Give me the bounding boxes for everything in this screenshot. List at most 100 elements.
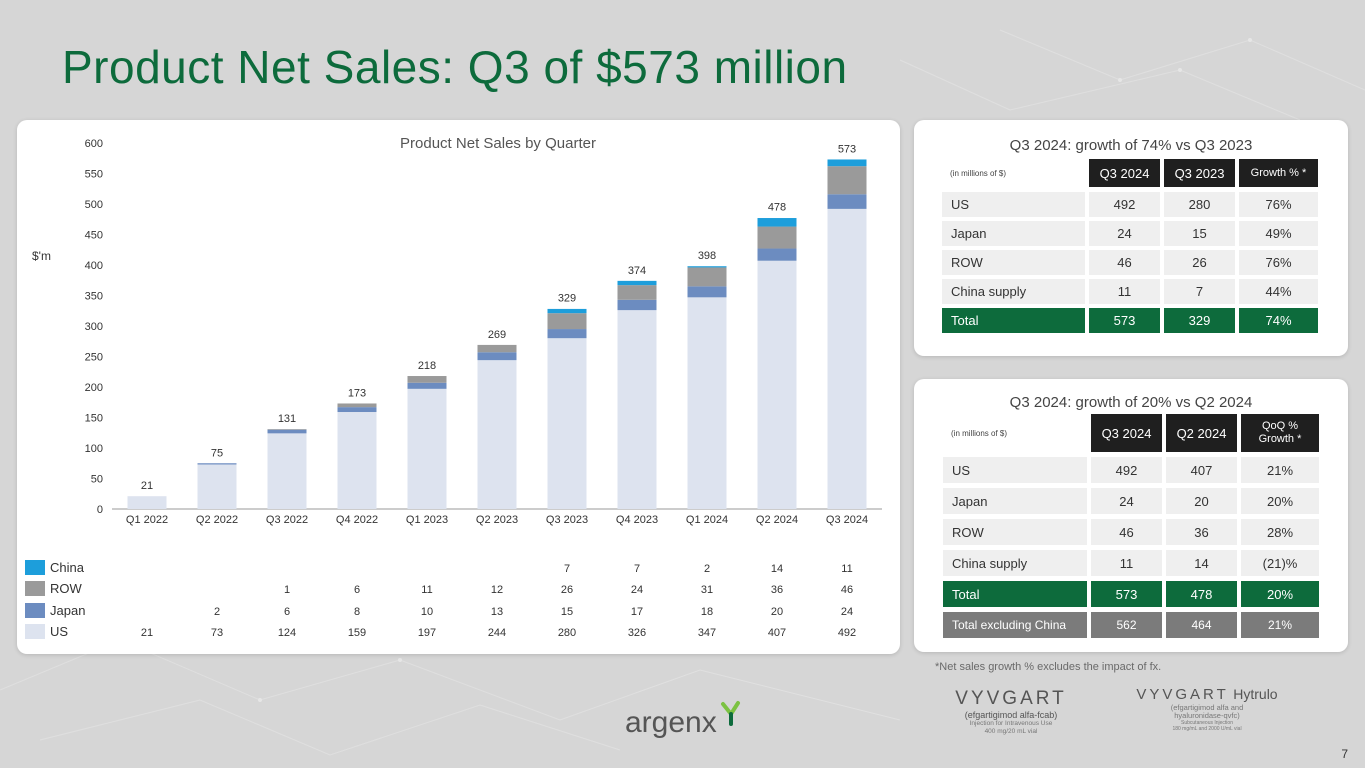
data-table-value-us: 73	[211, 627, 223, 639]
data-table-value-us: 326	[628, 627, 646, 639]
legend-swatch-china	[25, 560, 45, 575]
qoq-cell-c: 20%	[1241, 488, 1319, 514]
y-tick-label: 350	[85, 291, 103, 303]
vyvgart-wordmark: VYVGART	[955, 688, 1067, 709]
qoq-table-note: (in millions of $)	[951, 428, 1008, 438]
vyvgart-hytrulo-logo: VYVGART Hytrulo (efgartigimod alfa and h…	[1122, 686, 1292, 744]
qoq-cell-label: Total	[943, 581, 1087, 607]
yoy-header-growth: Growth % *	[1239, 159, 1318, 187]
bar-segment-china	[617, 280, 657, 286]
yoy-header-q3-2023: Q3 2023	[1164, 159, 1235, 187]
qoq-cell-b: 407	[1166, 457, 1237, 483]
qoq-header-growth: QoQ % Growth *	[1241, 414, 1319, 452]
hytrulo-detail-2: 180 mg/mL and 2000 U/mL vial	[1172, 726, 1242, 732]
data-table-value-japan: 8	[354, 606, 360, 618]
qoq-header-growth-line1: QoQ %	[1261, 420, 1299, 432]
qoq-cell-b: 14	[1166, 550, 1237, 576]
bar-segment-japan	[687, 286, 727, 298]
data-table-value-china: 14	[771, 563, 783, 575]
bar-segment-us	[617, 310, 657, 509]
y-tick-label: 400	[85, 260, 103, 272]
y-tick-label: 100	[85, 443, 103, 455]
bar-segment-japan	[407, 382, 447, 389]
qoq-cell-c: 21%	[1241, 612, 1319, 638]
bar-segment-china	[547, 308, 587, 314]
hytrulo-detail-1: Subcutaneous Injection	[1181, 720, 1233, 726]
y-tick-label: 0	[97, 504, 103, 516]
y-tick-label: 550	[85, 169, 103, 181]
bar-segment-us	[127, 496, 167, 509]
legend-swatch-row	[25, 581, 45, 596]
yoy-cell-label: ROW	[942, 250, 1085, 275]
yoy-cell-a: 573	[1089, 308, 1160, 333]
x-tick-label: Q1 2024	[686, 514, 728, 526]
y-tick-label: 450	[85, 230, 103, 242]
qoq-cell-a: 492	[1091, 457, 1162, 483]
y-tick-label: 150	[85, 413, 103, 425]
yoy-cell-c: 74%	[1239, 308, 1318, 333]
yoy-cell-c: 76%	[1239, 250, 1318, 275]
page-number: 7	[1341, 747, 1348, 761]
hytrulo-wordmark-vyvgart: VYVGART	[1136, 686, 1229, 703]
data-table-value-japan: 20	[771, 606, 783, 618]
x-tick-label: Q2 2023	[476, 514, 518, 526]
legend-label-japan: Japan	[50, 603, 85, 618]
bar-segment-us	[827, 208, 867, 509]
yoy-cell-a: 24	[1089, 221, 1160, 246]
legend-swatch-japan	[25, 603, 45, 618]
footnote: *Net sales growth % excludes the impact …	[935, 661, 1162, 673]
data-table-value-japan: 15	[561, 606, 573, 618]
bar-segment-japan	[477, 352, 517, 361]
yoy-cell-c: 76%	[1239, 192, 1318, 217]
data-table-value-row: 26	[561, 584, 573, 596]
qoq-cell-b: 478	[1166, 581, 1237, 607]
qoq-cell-label: US	[943, 457, 1087, 483]
x-tick-label: Q2 2022	[196, 514, 238, 526]
qoq-cell-a: 573	[1091, 581, 1162, 607]
data-table-value-row: 1	[284, 584, 290, 596]
data-table-value-japan: 24	[841, 606, 853, 618]
data-table-value-china: 2	[704, 563, 710, 575]
vyvgart-generic-name: (efgartigimod alfa-fcab)	[964, 710, 1058, 720]
yoy-cell-b: 280	[1164, 192, 1235, 217]
data-table-value-us: 197	[418, 627, 436, 639]
y-axis-label: $'m	[32, 249, 51, 263]
data-table-value-row: 6	[354, 584, 360, 596]
bar-segment-row	[337, 403, 377, 408]
data-table-value-china: 7	[564, 563, 570, 575]
qoq-cell-a: 11	[1091, 550, 1162, 576]
qoq-header-q2-2024: Q2 2024	[1166, 414, 1237, 452]
bar-total-label: 131	[278, 413, 296, 425]
bar-segment-us	[337, 412, 377, 509]
qoq-cell-a: 24	[1091, 488, 1162, 514]
qoq-cell-c: 28%	[1241, 519, 1319, 545]
legend-label-us: US	[50, 624, 68, 639]
legend-label-row: ROW	[50, 581, 83, 596]
bar-segment-row	[407, 376, 447, 383]
y-tick-label: 200	[85, 382, 103, 394]
vyvgart-logo: VYVGART (efgartigimod alfa-fcab) Injecti…	[947, 688, 1075, 736]
hytrulo-generic-2: hyaluronidase-qvfc)	[1174, 711, 1240, 720]
yoy-cell-b: 329	[1164, 308, 1235, 333]
bar-segment-row	[617, 285, 657, 300]
bar-segment-japan	[757, 248, 797, 261]
hytrulo-generic-1: (efgartigimod alfa and	[1170, 703, 1244, 712]
chart-card: Product Net Sales by Quarter $'m 0 50 100 150…	[17, 120, 900, 654]
data-table-value-china: 11	[841, 563, 852, 575]
qoq-cell-c: 21%	[1241, 457, 1319, 483]
data-table-value-row: 31	[701, 584, 713, 596]
yoy-cell-label: Total	[942, 308, 1085, 333]
bar-total-label: 573	[838, 143, 856, 155]
yoy-cell-a: 492	[1089, 192, 1160, 217]
legend-swatch-us	[25, 624, 45, 639]
data-table-value-japan: 2	[214, 606, 220, 618]
bar-segment-japan	[197, 463, 237, 465]
bar-total-label: 329	[558, 292, 576, 304]
bar-segment-japan	[547, 329, 587, 339]
y-tick-label: 250	[85, 352, 103, 364]
bar-segment-us	[407, 388, 447, 509]
x-tick-label: Q1 2022	[126, 514, 168, 526]
yoy-cell-a: 11	[1089, 279, 1160, 304]
bar-segment-china	[757, 218, 797, 227]
data-table-value-us: 407	[768, 627, 786, 639]
